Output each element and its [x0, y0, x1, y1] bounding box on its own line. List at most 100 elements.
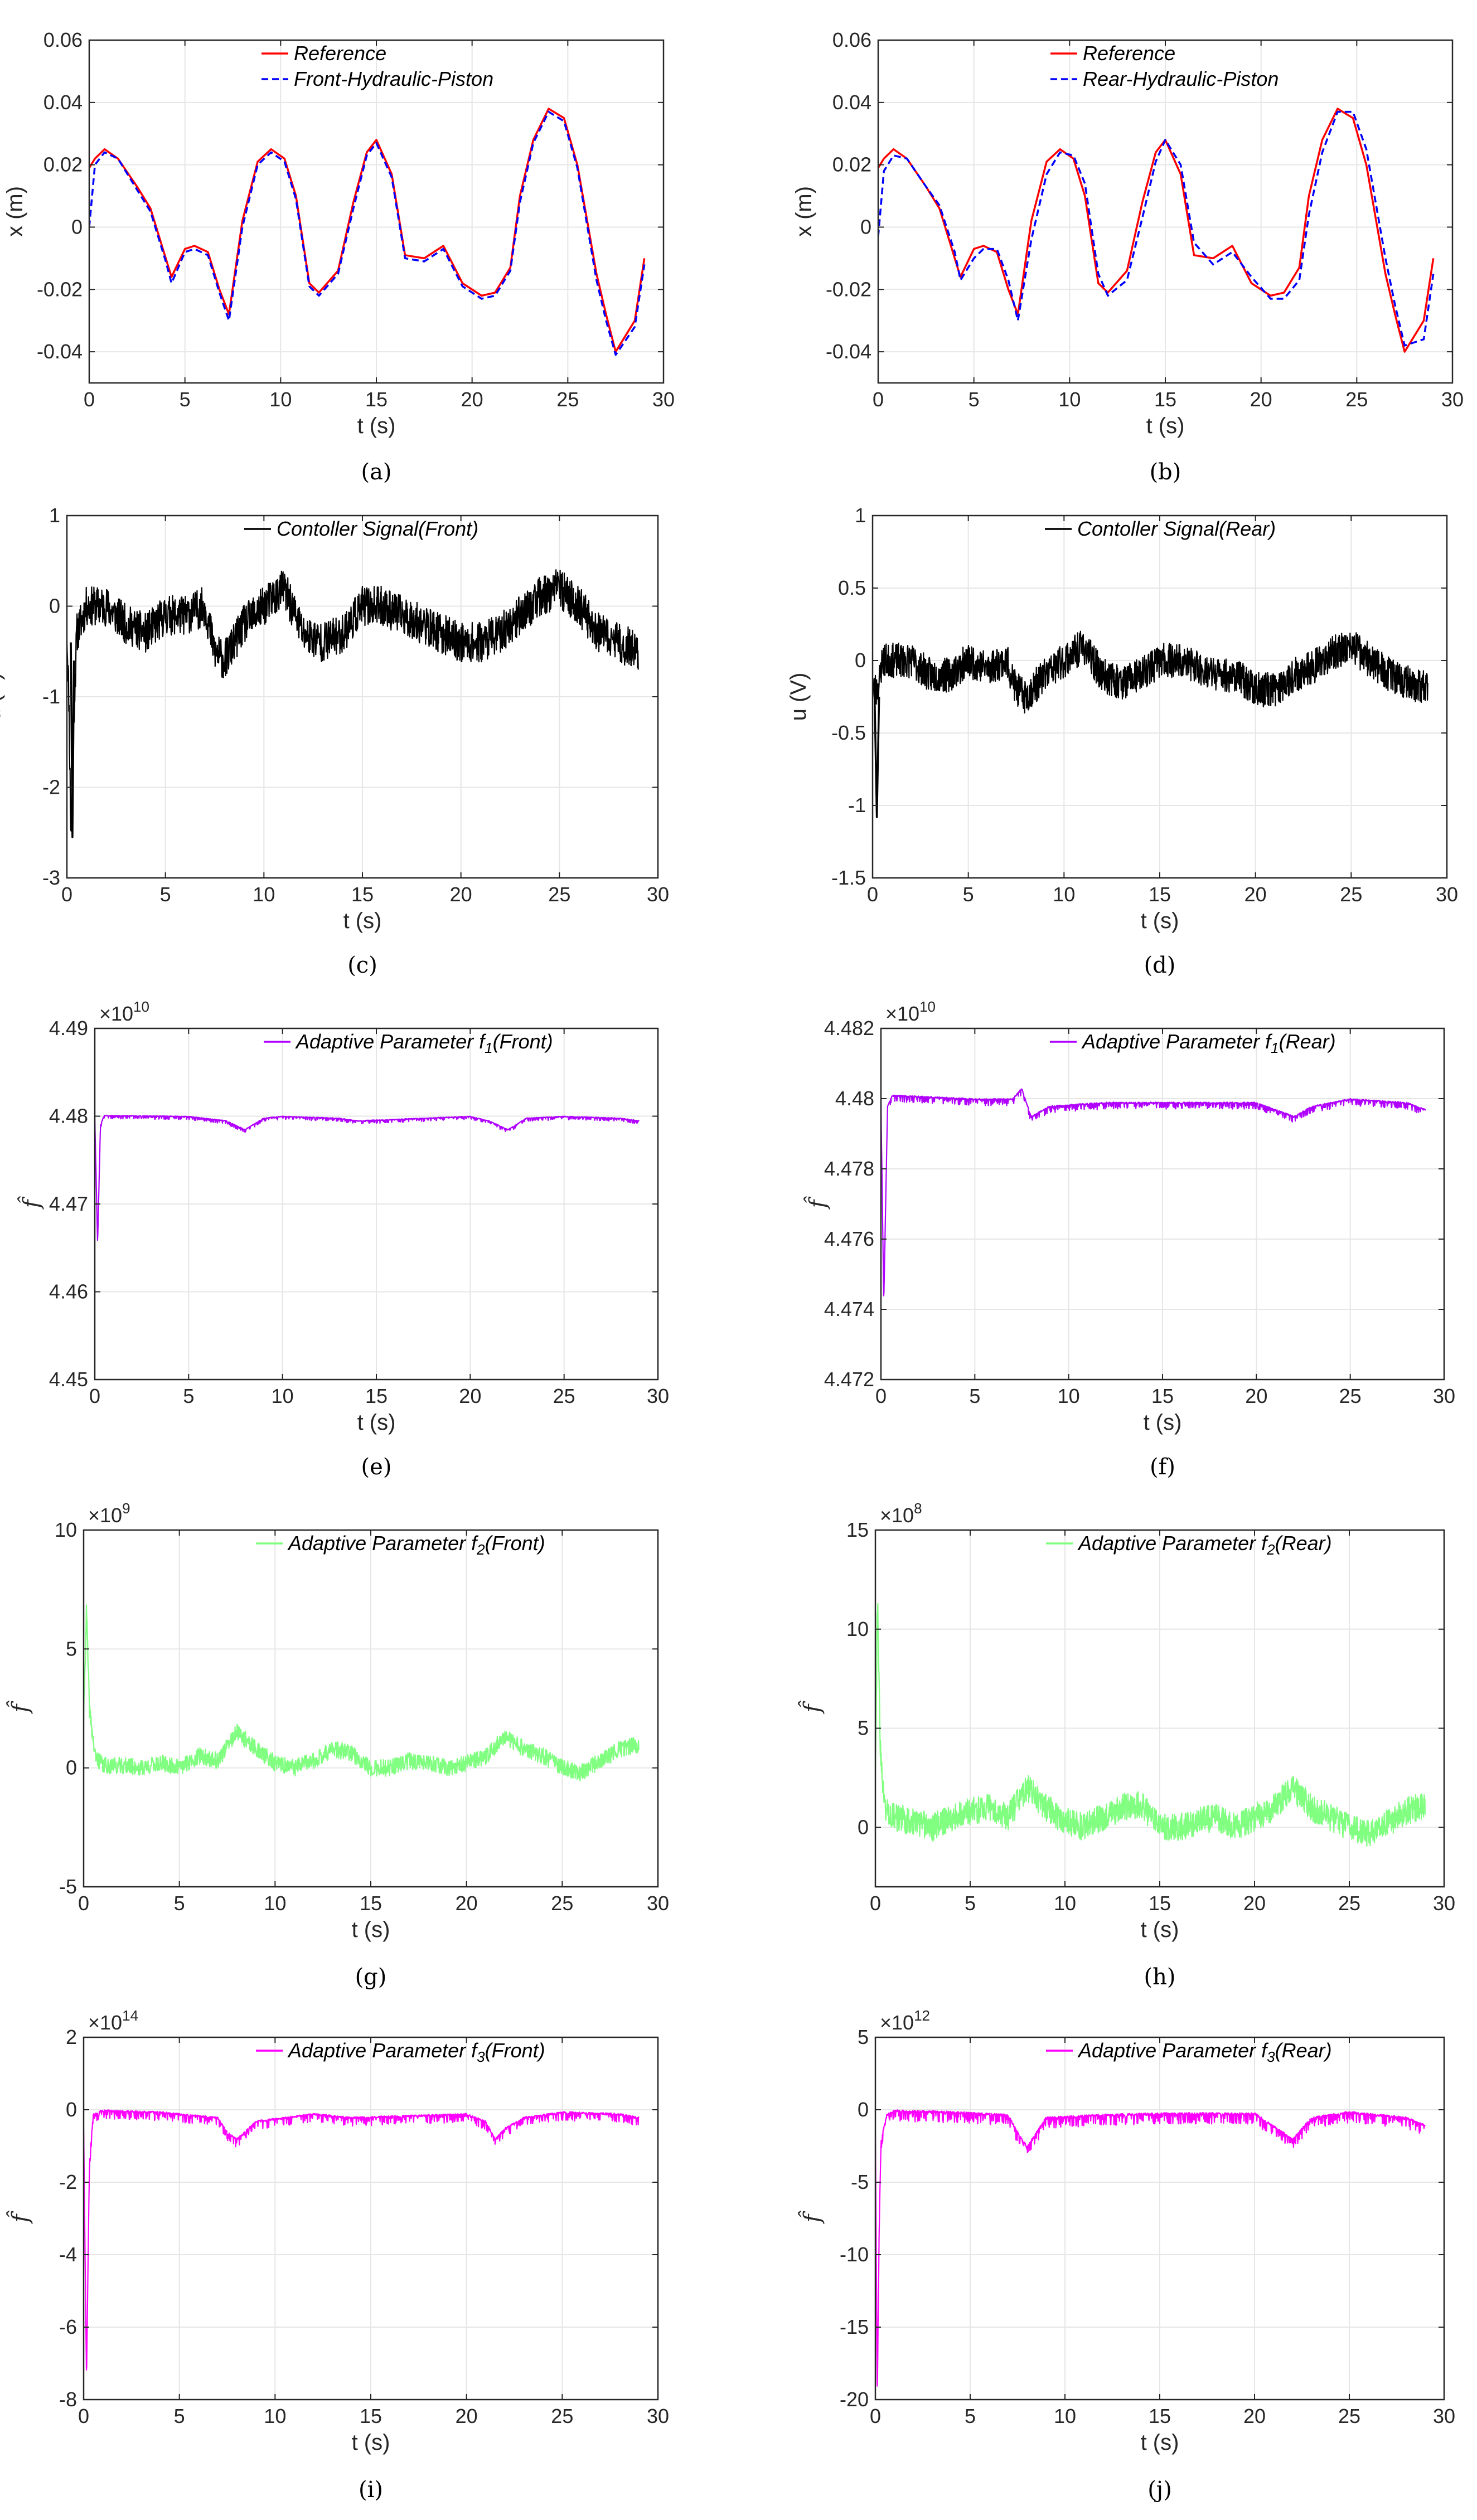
axis-exponent: ×1010 — [885, 998, 936, 1025]
series-line-h-0 — [875, 1603, 1426, 1847]
series-line-d-1 — [873, 689, 880, 818]
x-tick-label: 5 — [174, 2405, 185, 2427]
x-tick-label: 10 — [272, 1385, 294, 1407]
y-tick-label: 4.48 — [835, 1087, 874, 1110]
x-tick-label: 20 — [1245, 1385, 1267, 1407]
x-tick-label: 15 — [351, 883, 374, 906]
x-axis-label: t (s) — [1144, 1410, 1182, 1435]
x-tick-label: 10 — [253, 883, 275, 906]
y-axis-label: u (V) — [0, 673, 5, 721]
x-tick-label: 10 — [269, 388, 292, 411]
x-tick-label: 10 — [1054, 2405, 1076, 2427]
y-tick-label: 10 — [846, 1618, 869, 1640]
x-tick-label: 10 — [1058, 1385, 1080, 1407]
chart-panel-b: 0 5 10 15 20 25 30 -0.04 -0.02 0 0.02 0.04 0.06 t (s)… — [792, 28, 1464, 485]
y-tick-label: 0.04 — [832, 91, 871, 114]
y-tick-label: 0 — [855, 649, 866, 672]
y-tick-label: 5 — [66, 1637, 77, 1660]
x-tick-label: 25 — [551, 2405, 573, 2427]
x-tick-label: 20 — [1243, 2405, 1266, 2427]
x-tick-label: 5 — [183, 1385, 194, 1407]
x-tick-label: 20 — [456, 2405, 478, 2427]
x-tick-label: 20 — [456, 1892, 478, 1915]
x-tick-label: 0 — [89, 1385, 100, 1407]
y-tick-label: -6 — [59, 2315, 77, 2338]
x-axis-label: t (s) — [1141, 909, 1179, 933]
x-tick-label: 5 — [968, 388, 980, 411]
y-tick-label: 0 — [66, 2098, 77, 2121]
y-tick-label: -20 — [840, 2388, 869, 2411]
y-tick-label: -0.04 — [37, 340, 83, 363]
chart-panel-e: 0 5 10 15 20 25 30 4.45 4.46 4.47 4.48 4.49 ×1010 t (… — [18, 998, 669, 1480]
y-tick-label: 4.49 — [49, 1017, 88, 1040]
x-tick-label: 15 — [1149, 2405, 1171, 2427]
y-axis-label: x (m) — [3, 186, 27, 237]
x-tick-label: 10 — [1054, 1892, 1076, 1915]
y-tick-label: 5 — [858, 2026, 869, 2048]
x-tick-label: 20 — [450, 883, 472, 906]
x-tick-label: 10 — [1053, 883, 1075, 906]
legend-entry: Reference — [1083, 42, 1175, 65]
x-tick-label: 0 — [875, 1385, 887, 1407]
series-line-a-0 — [89, 108, 646, 353]
x-tick-label: 25 — [1345, 388, 1368, 411]
x-axis-label: t (s) — [1146, 414, 1185, 438]
x-tick-label: 5 — [174, 1892, 185, 1915]
chart-panel-f: 0 5 10 15 20 25 30 4.472 4.474 4.476 4.478 4.48 4.48… — [804, 998, 1455, 1480]
x-tick-label: 15 — [1149, 1892, 1171, 1915]
series-line-g-0 — [84, 1604, 640, 1781]
y-tick-label: -1 — [848, 794, 866, 817]
y-axis-label: x (m) — [792, 186, 816, 237]
panel-caption: (a) — [361, 459, 391, 485]
panel-caption: (g) — [355, 1964, 387, 1990]
x-tick-label: 30 — [647, 1892, 669, 1915]
y-tick-label: 2 — [66, 2026, 77, 2048]
legend-entry: Adaptive Parameter f1(Front) — [295, 1030, 553, 1056]
y-tick-label: -2 — [42, 776, 60, 799]
x-tick-label: 25 — [1338, 1892, 1360, 1915]
panel-caption: (f) — [1150, 1454, 1175, 1480]
y-tick-label: 0 — [858, 2098, 869, 2121]
chart-panel-j: 0 5 10 15 20 25 30 -20 -15 -10 -5 0 5 ×1012 t (s) f̂ Ada… — [798, 2007, 1455, 2503]
x-axis-label: t (s) — [352, 2430, 390, 2455]
x-tick-label: 0 — [78, 2405, 89, 2427]
axis-exponent: ×1014 — [88, 2007, 138, 2034]
x-tick-label: 30 — [647, 1385, 669, 1407]
panel-caption: (d) — [1144, 953, 1176, 978]
x-axis-label: t (s) — [1141, 1917, 1179, 1942]
x-tick-label: 15 — [365, 1385, 388, 1407]
series-line-c-0 — [67, 569, 639, 832]
y-tick-label: 0.02 — [832, 153, 871, 176]
x-tick-label: 25 — [1340, 883, 1362, 906]
legend-entry: Adaptive Parameter f3(Front) — [287, 2039, 545, 2065]
y-tick-label: 0 — [858, 1815, 869, 1838]
y-tick-label: 5 — [858, 1717, 869, 1740]
x-tick-label: 10 — [264, 1892, 286, 1915]
x-axis-label: t (s) — [1141, 2430, 1179, 2455]
axis-exponent: ×1012 — [880, 2007, 930, 2034]
x-tick-label: 15 — [360, 1892, 382, 1915]
x-tick-label: 25 — [556, 388, 579, 411]
x-tick-label: 20 — [1243, 1892, 1266, 1915]
y-tick-label: 4.47 — [49, 1192, 88, 1215]
x-tick-label: 25 — [553, 1385, 575, 1407]
y-axis-label: f̂ — [18, 1196, 45, 1210]
y-tick-label: -1.5 — [831, 866, 866, 889]
y-axis-label: u (V) — [786, 673, 811, 721]
y-tick-label: -8 — [59, 2388, 77, 2411]
y-tick-label: -3 — [42, 866, 60, 889]
legend-entry: Adaptive Parameter f3(Rear) — [1077, 2039, 1332, 2065]
series-line-j-0 — [875, 2109, 1426, 2387]
y-tick-label: -4 — [59, 2243, 77, 2266]
x-tick-label: 25 — [551, 1892, 573, 1915]
y-tick-label: 0 — [860, 215, 871, 238]
series-line-b-1 — [878, 110, 1435, 347]
legend-entry: Contoller Signal(Front) — [277, 517, 478, 540]
panel-caption: (i) — [359, 2477, 383, 2503]
legend-entry: Adaptive Parameter f2(Rear) — [1077, 1532, 1332, 1558]
y-tick-label: 0 — [71, 215, 83, 238]
x-tick-label: 10 — [1058, 388, 1081, 411]
x-tick-label: 20 — [1250, 388, 1272, 411]
x-tick-label: 20 — [1244, 883, 1267, 906]
x-tick-label: 5 — [969, 1385, 980, 1407]
